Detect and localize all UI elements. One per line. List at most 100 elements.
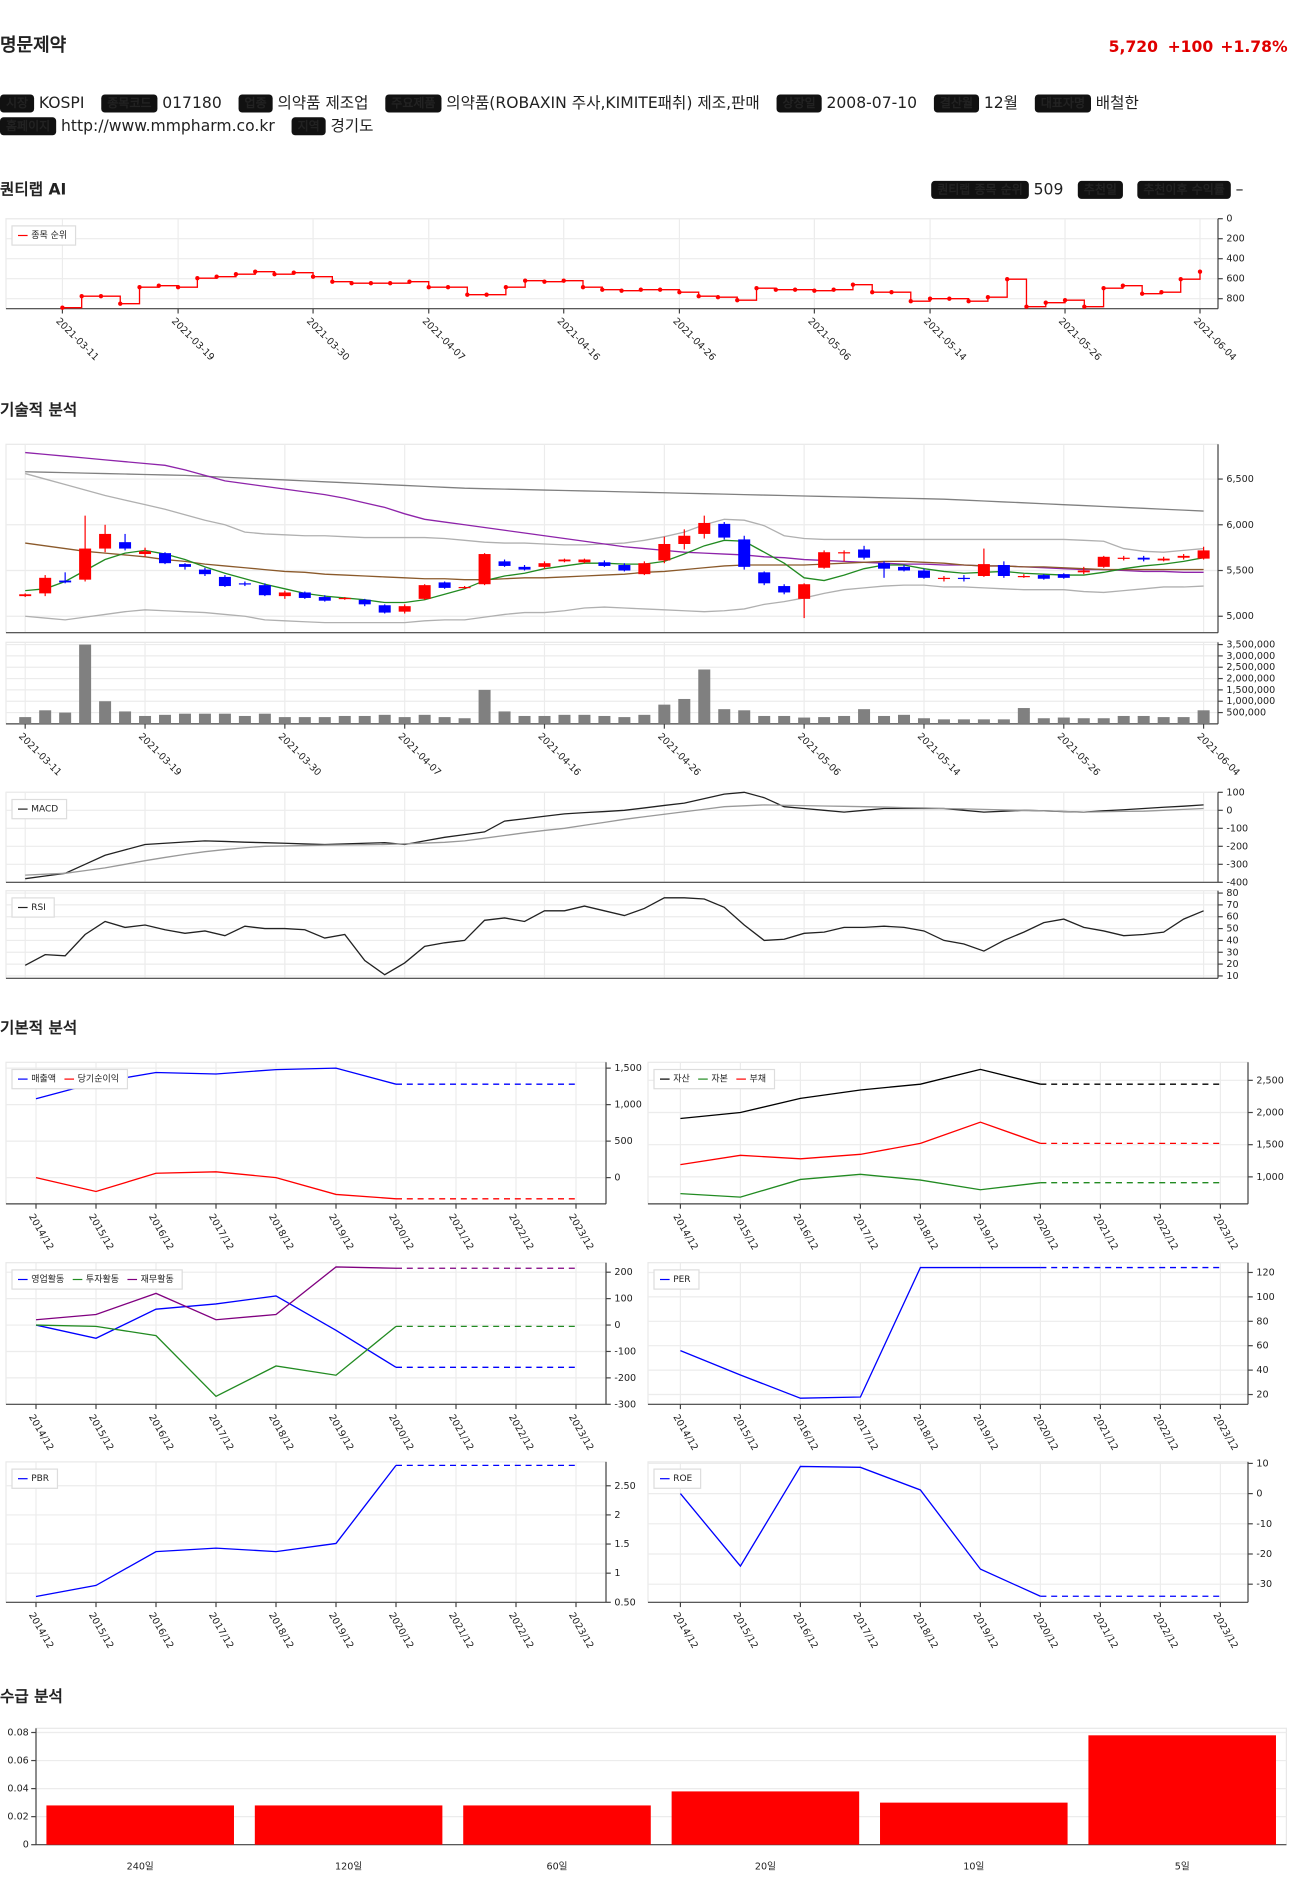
y-tick-label: 5,000 <box>1226 611 1253 622</box>
legend-box <box>653 1269 700 1290</box>
candle-body <box>778 586 791 593</box>
plot-area <box>5 791 1219 883</box>
y-tick-label: 80 <box>1226 888 1238 899</box>
point <box>735 298 740 303</box>
candle-body <box>478 554 491 585</box>
x-tick-label: 2021/12 <box>446 1413 475 1453</box>
x-tick-label: 2019/12 <box>970 1212 999 1252</box>
x-tick-label: 2021/12 <box>1090 1611 1119 1651</box>
bar <box>778 715 791 724</box>
line-series <box>35 1171 397 1200</box>
info-value: 2008-07-10 <box>826 94 917 112</box>
y-tick-label: 20 <box>1256 1390 1268 1401</box>
candle-body <box>1017 575 1030 578</box>
bar <box>671 1791 860 1845</box>
legend-box <box>11 798 68 820</box>
x-tick-label: 2020/12 <box>1030 1413 1059 1453</box>
y-tick-label: 2,000 <box>1256 1108 1283 1119</box>
point <box>233 272 239 277</box>
y-tick-label: 200 <box>614 1267 632 1278</box>
bar <box>39 710 52 724</box>
badge <box>0 117 57 136</box>
candle-body <box>218 576 231 587</box>
y-tick-label: 100 <box>614 1294 632 1305</box>
point <box>388 281 393 286</box>
badge <box>291 117 326 136</box>
homepage-link[interactable]: http://www.mmpharm.co.kr <box>61 117 275 135</box>
price: 5,720 +100 +1.78% <box>1109 38 1288 56</box>
bar <box>718 709 731 724</box>
y-tick-label: -20 <box>1256 1549 1272 1560</box>
legend-label: 자산 <box>673 1074 690 1085</box>
x-tick-label: 2018/12 <box>266 1413 295 1453</box>
y-tick-label: 2.50 <box>614 1481 635 1492</box>
badge-label: 지역 <box>298 118 320 133</box>
x-tick-label: 2021-04-26 <box>655 731 702 778</box>
candle-body <box>278 592 291 597</box>
bar <box>278 717 291 724</box>
bar <box>79 644 92 724</box>
x-tick-label: 2019/12 <box>970 1611 999 1651</box>
point <box>831 287 836 292</box>
badge <box>776 94 822 113</box>
bar <box>957 719 970 724</box>
y-tick-label: 1,000 <box>614 1100 641 1111</box>
section-title: 기술적 분석 <box>0 401 77 419</box>
candle-body <box>178 564 191 567</box>
y-tick-label: 1,000 <box>1256 1172 1283 1183</box>
point <box>465 292 470 297</box>
bar <box>880 1802 1068 1845</box>
x-tick-label: 2014/12 <box>26 1413 55 1453</box>
line-series <box>35 1295 397 1368</box>
bar <box>1017 708 1030 724</box>
y-tick-label: -10 <box>1256 1519 1272 1530</box>
x-tick-label: 2022/12 <box>506 1413 535 1453</box>
x-tick-label: 2021/12 <box>1090 1413 1119 1453</box>
candle-body <box>678 535 691 544</box>
x-tick-label: 2023/12 <box>566 1413 595 1453</box>
badge <box>933 94 980 113</box>
x-tick-label: 2019/12 <box>970 1413 999 1453</box>
x-tick-label: 2015/12 <box>86 1413 115 1453</box>
x-tick-label: 2015/12 <box>730 1212 759 1252</box>
x-tick-label: 2014/12 <box>670 1212 699 1252</box>
line-series <box>35 1464 397 1598</box>
bar <box>139 715 152 724</box>
candle-body <box>1157 558 1170 561</box>
legend-label: 종목 순위 <box>31 230 67 241</box>
candle-body <box>79 548 92 580</box>
badge <box>1077 180 1123 199</box>
badge-label: 업종 <box>245 96 267 110</box>
line-series <box>35 1324 397 1398</box>
candle-body <box>298 592 311 598</box>
x-tick-label: 2017/12 <box>206 1212 235 1252</box>
bar <box>338 715 351 724</box>
legend-label: RSI <box>31 903 46 913</box>
y-tick-label: 1.5 <box>614 1539 629 1550</box>
point <box>1024 304 1029 309</box>
bar <box>578 714 591 724</box>
bar <box>438 717 451 724</box>
candle-body <box>997 565 1010 576</box>
candle-body <box>878 563 891 569</box>
candle-body <box>159 553 172 564</box>
point <box>522 278 528 283</box>
x-tick-label: 2021-04-07 <box>396 731 443 778</box>
candle-body <box>818 552 831 568</box>
candle-body <box>59 580 72 583</box>
x-tick-label: 2020/12 <box>386 1413 415 1453</box>
y-tick-label: 500 <box>614 1136 632 1147</box>
y-tick-label: 120 <box>1256 1267 1274 1278</box>
badge-label: 추천일 <box>1084 181 1117 196</box>
x-tick-label: 2020/12 <box>1030 1212 1059 1252</box>
legend-box <box>11 225 77 246</box>
badge-label: 상장일 <box>783 95 816 110</box>
x-tick-label: 2021-05-26 <box>1055 731 1102 778</box>
x-tick-label: 2017/12 <box>850 1212 879 1252</box>
bar <box>898 714 911 724</box>
x-tick-label: 2016/12 <box>790 1611 819 1651</box>
bar <box>1137 715 1150 724</box>
y-tick-label: 500,000 <box>1226 708 1266 719</box>
point <box>175 285 181 290</box>
point <box>1043 300 1048 305</box>
